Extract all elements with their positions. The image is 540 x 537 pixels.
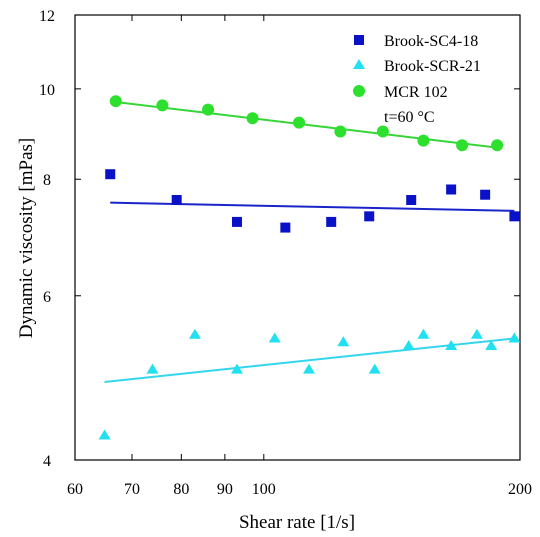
point-mcr-102 xyxy=(377,126,389,138)
x-tick-label: 90 xyxy=(217,481,233,498)
point-mcr-102 xyxy=(110,95,122,107)
point-brook-sc4-18 xyxy=(406,195,416,205)
y-tick-label: 8 xyxy=(43,172,51,189)
point-brook-scr-21 xyxy=(417,329,429,339)
temperature-annotation: t=60 °C xyxy=(384,109,435,126)
legend-marker-brook-sc4-18 xyxy=(354,35,364,45)
x-tick-label: 200 xyxy=(508,481,532,498)
point-brook-scr-21 xyxy=(147,364,159,374)
point-brook-sc4-18 xyxy=(172,195,182,205)
legend: Brook-SC4-18 Brook-SCR-21 MCR 102 t=60 °… xyxy=(353,33,481,126)
point-brook-scr-21 xyxy=(403,340,415,350)
point-brook-sc4-18 xyxy=(326,217,336,227)
legend-label-mcr-102: MCR 102 xyxy=(384,84,448,101)
x-tick-label: 70 xyxy=(124,481,140,498)
point-mcr-102 xyxy=(202,104,214,116)
y-tick-label: 4 xyxy=(43,453,51,470)
y-tick-label: 12 xyxy=(39,8,55,25)
point-brook-scr-21 xyxy=(99,429,111,439)
fit-line-mcr-102 xyxy=(116,102,497,148)
data-points xyxy=(99,95,521,439)
point-brook-scr-21 xyxy=(369,364,381,374)
point-brook-scr-21 xyxy=(471,329,483,339)
x-tick-label: 60 xyxy=(67,481,83,498)
fit-lines xyxy=(105,102,515,382)
point-brook-scr-21 xyxy=(189,329,201,339)
point-brook-scr-21 xyxy=(269,332,281,342)
point-mcr-102 xyxy=(334,126,346,138)
y-axis-label: Dynamic viscosity [mPas] xyxy=(16,138,37,339)
legend-marker-brook-scr-21 xyxy=(353,59,365,69)
point-brook-scr-21 xyxy=(303,364,315,374)
point-brook-scr-21 xyxy=(508,332,520,342)
y-tick-label: 6 xyxy=(43,289,51,306)
legend-marker-mcr-102 xyxy=(353,85,365,97)
point-brook-scr-21 xyxy=(337,336,349,346)
point-brook-sc4-18 xyxy=(232,217,242,227)
x-tick-label: 80 xyxy=(173,481,189,498)
legend-label-brook-scr-21: Brook-SCR-21 xyxy=(384,58,481,75)
point-mcr-102 xyxy=(456,139,468,151)
point-mcr-102 xyxy=(156,99,168,111)
legend-label-brook-sc4-18: Brook-SC4-18 xyxy=(384,33,478,50)
plot-frame xyxy=(75,15,520,460)
x-axis-label: Shear rate [1/s] xyxy=(239,512,355,533)
point-brook-sc4-18 xyxy=(446,184,456,194)
axis-ticks xyxy=(75,15,520,460)
point-mcr-102 xyxy=(417,135,429,147)
point-brook-sc4-18 xyxy=(480,190,490,200)
point-brook-sc4-18 xyxy=(364,211,374,221)
point-brook-sc4-18 xyxy=(509,211,519,221)
point-brook-sc4-18 xyxy=(280,223,290,233)
point-brook-sc4-18 xyxy=(105,169,115,179)
x-tick-label: 100 xyxy=(252,481,276,498)
point-mcr-102 xyxy=(247,112,259,124)
fit-line-brook-sc4-18 xyxy=(110,203,514,211)
tick-labels: 60 70 80 90 100 200 4 6 8 10 12 xyxy=(39,8,532,498)
y-tick-label: 10 xyxy=(39,82,55,99)
point-mcr-102 xyxy=(293,117,305,129)
point-mcr-102 xyxy=(491,139,503,151)
